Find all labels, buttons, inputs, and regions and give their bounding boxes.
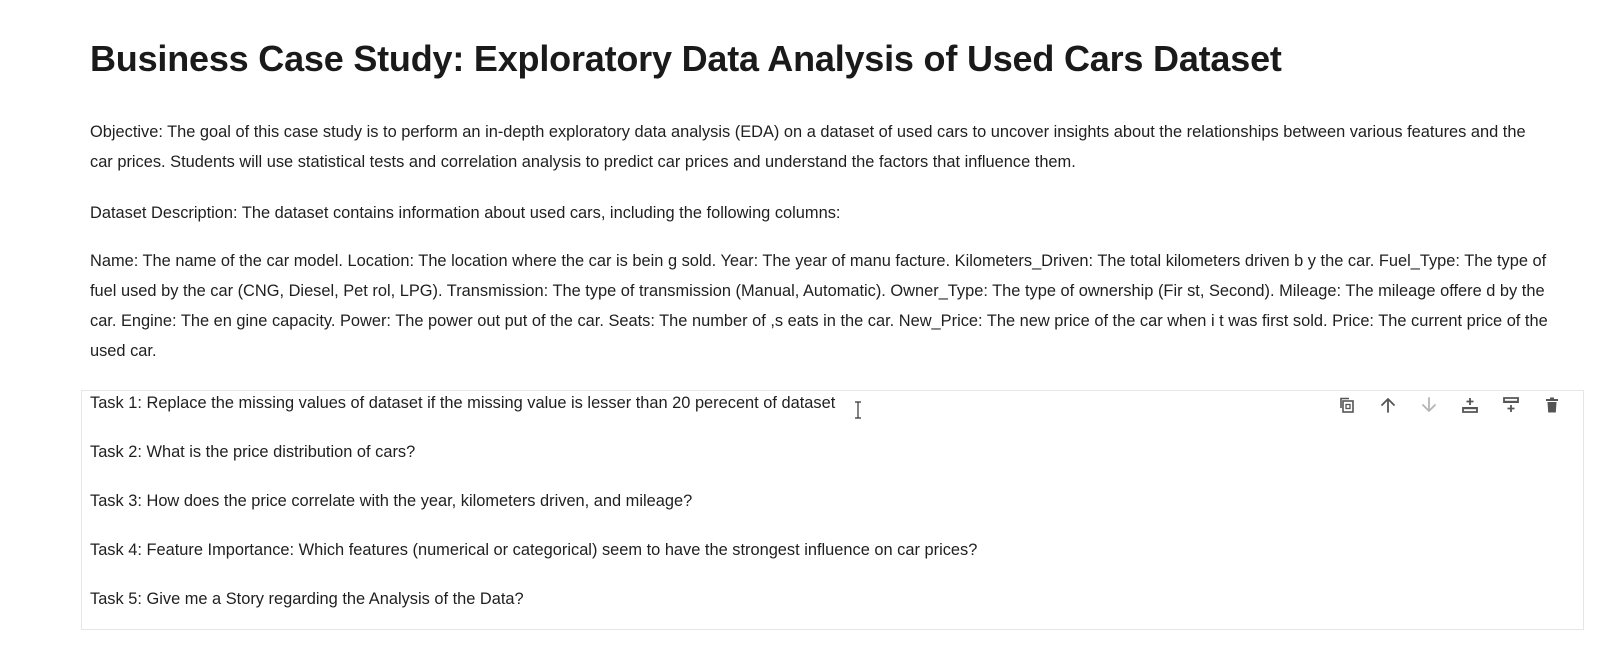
text-cursor-icon (855, 401, 861, 419)
duplicate-icon (1340, 397, 1354, 413)
trash-icon (1546, 397, 1558, 413)
task-4-text: Task 4: Feature Importance: Which featur… (90, 541, 978, 559)
insert-above-icon (1462, 398, 1478, 413)
columns-description-paragraph: Name: The name of the car model. Locatio… (90, 252, 1548, 360)
dataset-description-paragraph: Dataset Description: The dataset contain… (90, 204, 841, 222)
task-3-text: Task 3: How does the price correlate wit… (90, 492, 693, 510)
markdown-cell[interactable]: Task 1: Replace the missing values of da… (81, 390, 1584, 630)
objective-paragraph: Objective: The goal of this case study i… (90, 123, 1526, 171)
move-down-button[interactable] (1418, 394, 1440, 416)
task-1-text: Task 1: Replace the missing values of da… (90, 394, 836, 412)
insert-cell-above-button[interactable] (1459, 394, 1481, 416)
duplicate-cell-button[interactable] (1336, 394, 1358, 416)
insert-cell-below-button[interactable] (1500, 394, 1522, 416)
arrow-up-icon (1381, 398, 1395, 413)
arrow-down-icon (1422, 397, 1436, 412)
page-title: Business Case Study: Exploratory Data An… (90, 38, 1282, 79)
insert-below-icon (1503, 397, 1519, 412)
delete-cell-button[interactable] (1541, 394, 1563, 416)
task-2-text: Task 2: What is the price distribution o… (90, 443, 416, 461)
task-5-text: Task 5: Give me a Story regarding the An… (90, 590, 524, 608)
cell-toolbar (1336, 393, 1563, 417)
move-up-button[interactable] (1377, 394, 1399, 416)
